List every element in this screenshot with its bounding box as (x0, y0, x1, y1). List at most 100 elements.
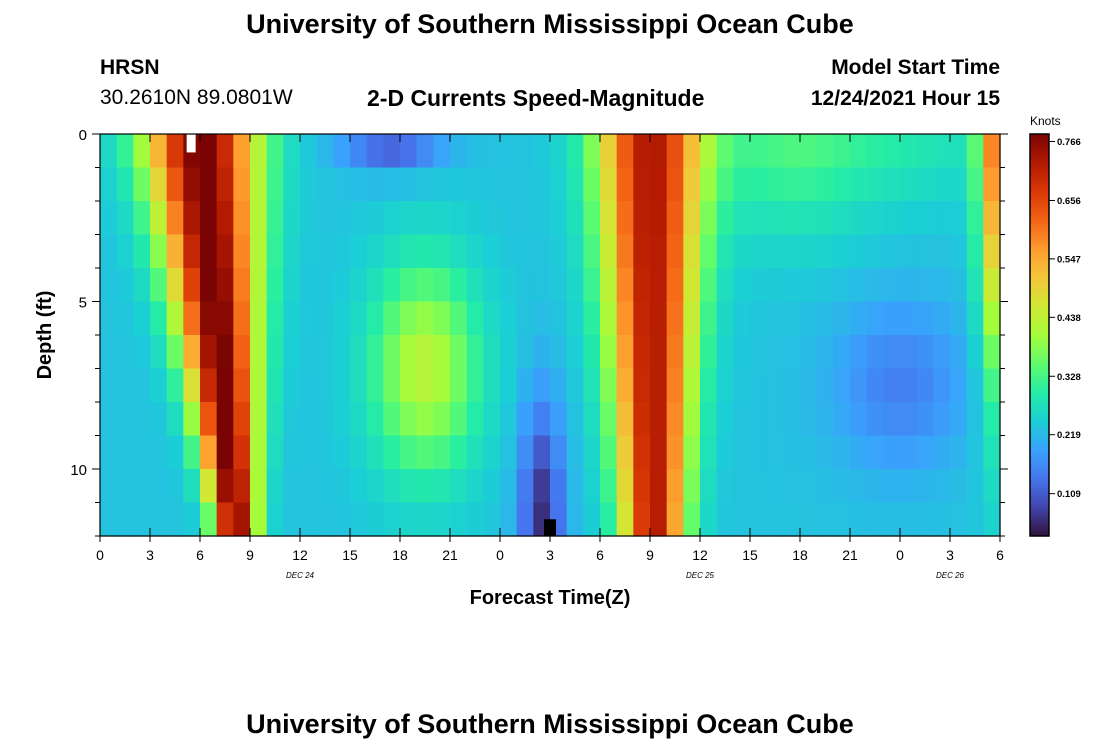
heatmap-cell (816, 502, 834, 537)
heatmap-cell (600, 268, 618, 303)
heatmap-cell (166, 201, 184, 236)
heatmap-cell (483, 167, 501, 202)
heatmap-cell (833, 234, 851, 269)
heatmap-cell (783, 335, 801, 370)
heatmap-cell (133, 469, 151, 504)
heatmap-cell (500, 435, 518, 470)
heatmap-cell (700, 469, 718, 504)
heatmap-cell (450, 435, 468, 470)
heatmap-cell (933, 502, 951, 537)
heatmap-cell (416, 402, 434, 437)
heatmap-cell (866, 268, 884, 303)
heatmap-cell (233, 469, 251, 504)
heatmap-cell (266, 335, 284, 370)
heatmap-cell (550, 134, 568, 169)
y-tick-label: 5 (79, 295, 87, 312)
heatmap-cell (450, 469, 468, 504)
heatmap-cell (200, 167, 218, 202)
heatmap-cell (433, 469, 451, 504)
heatmap-cell (933, 469, 951, 504)
heatmap-cell (383, 502, 401, 537)
heatmap-cell (133, 502, 151, 537)
heatmap-cell (250, 435, 268, 470)
x-tick-label: 18 (792, 547, 808, 563)
colorbar-tick-label: 0.438 (1057, 313, 1081, 324)
white-marker (186, 134, 196, 153)
heatmap-cell (816, 234, 834, 269)
heatmap-cell (633, 368, 651, 403)
heatmap-cell (216, 134, 234, 169)
heatmap-cell (433, 435, 451, 470)
heatmap-cell (166, 335, 184, 370)
heatmap-cell (716, 502, 734, 537)
heatmap-cell (183, 301, 201, 336)
heatmap-cell (116, 201, 134, 236)
heatmap-cell (800, 301, 818, 336)
heatmap-cell (450, 234, 468, 269)
heatmap-cell (300, 435, 318, 470)
heatmap-cell (766, 268, 784, 303)
heatmap-cell (216, 502, 234, 537)
heatmap-cell (750, 167, 768, 202)
heatmap-cell (816, 201, 834, 236)
heatmap-cell (783, 435, 801, 470)
heatmap-cell (466, 234, 484, 269)
heatmap-cell (916, 435, 934, 470)
heatmap-cell (433, 335, 451, 370)
heatmap-cell (900, 469, 918, 504)
heatmap-cell (400, 167, 418, 202)
heatmap-cell (716, 234, 734, 269)
heatmap-cell (350, 435, 368, 470)
heatmap-cell (383, 234, 401, 269)
heatmap-cell (283, 268, 301, 303)
heatmap-cell (733, 301, 751, 336)
heatmap-cell (433, 368, 451, 403)
heatmap-cell (250, 335, 268, 370)
heatmap-cell (683, 167, 701, 202)
heatmap-cell (533, 167, 551, 202)
heatmap-cell (833, 268, 851, 303)
heatmap-cell (883, 368, 901, 403)
heatmap-cell (516, 335, 534, 370)
heatmap-cells (100, 134, 1001, 537)
heatmap-cell (600, 167, 618, 202)
colorbar-gradient (1029, 133, 1050, 537)
heatmap-cell (116, 167, 134, 202)
heatmap-cell (100, 402, 118, 437)
heatmap-cell (800, 502, 818, 537)
heatmap-cell (233, 234, 251, 269)
heatmap-cell (566, 335, 584, 370)
heatmap-cell (416, 502, 434, 537)
heatmap-cell (433, 502, 451, 537)
x-tick-label: 9 (646, 547, 654, 563)
bottom-page-title: University of Southern Mississippi Ocean… (246, 709, 854, 739)
heatmap-cell (533, 134, 551, 169)
heatmap-cell (433, 201, 451, 236)
x-tick-label: 21 (442, 547, 458, 563)
heatmap-cell (416, 435, 434, 470)
heatmap-cell (616, 167, 634, 202)
heatmap-cell (333, 435, 351, 470)
heatmap-cell (783, 201, 801, 236)
heatmap-cell (500, 134, 518, 169)
heatmap-cell (316, 134, 334, 169)
heatmap-cell (716, 134, 734, 169)
heatmap-cell (566, 201, 584, 236)
heatmap-cell (866, 435, 884, 470)
heatmap-cell (950, 368, 968, 403)
heatmap-cell (516, 402, 534, 437)
heatmap-cell (766, 167, 784, 202)
heatmap-cell (583, 368, 601, 403)
heatmap-cell (750, 402, 768, 437)
heatmap-cell (716, 167, 734, 202)
heatmap-cell (700, 201, 718, 236)
heatmap-cell (166, 502, 184, 537)
heatmap-cell (600, 335, 618, 370)
heatmap-cell (516, 268, 534, 303)
heatmap-cell (283, 469, 301, 504)
heatmap-cell (800, 268, 818, 303)
heatmap-cell (883, 301, 901, 336)
heatmap-cell (666, 268, 684, 303)
colorbar-tick-label: 0.219 (1057, 430, 1081, 441)
heatmap-cell (166, 301, 184, 336)
